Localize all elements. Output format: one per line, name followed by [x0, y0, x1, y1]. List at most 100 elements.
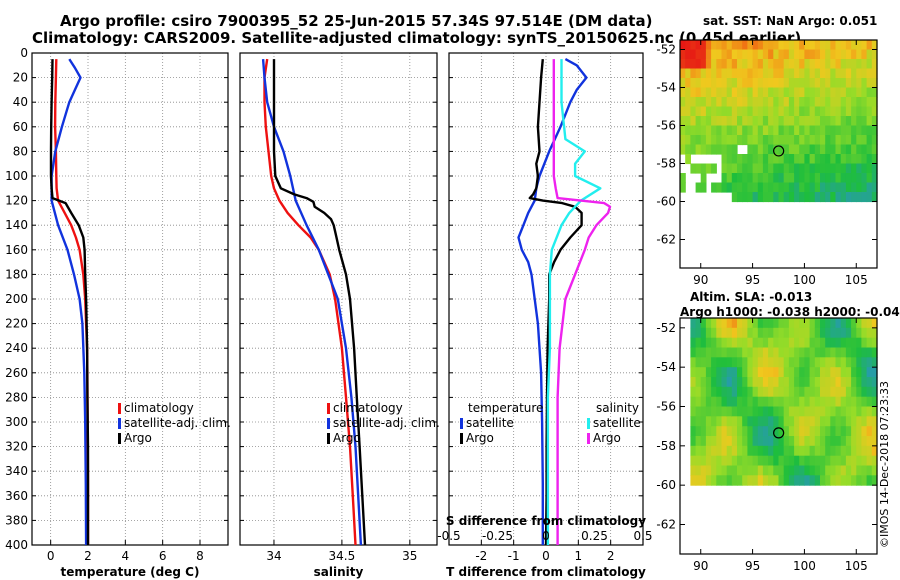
map-cell [711, 68, 717, 79]
map-cell [866, 455, 873, 467]
map-cell [783, 78, 790, 89]
map-cell [856, 135, 863, 146]
map-cell [768, 59, 774, 70]
map-cell [768, 106, 774, 117]
map-cell [871, 192, 878, 203]
legend-swatch [587, 433, 590, 444]
map-cell [711, 357, 717, 368]
map-cell [835, 59, 842, 70]
map-cell [721, 154, 728, 165]
x-axis-label: T difference from climatology [446, 565, 646, 579]
map-cell [830, 327, 837, 339]
map-cell [845, 327, 852, 339]
map-cell [851, 87, 857, 98]
map-cell [820, 154, 826, 165]
map-cell [799, 192, 805, 203]
map-cell [752, 144, 759, 155]
map-cell [721, 337, 728, 349]
map-cell [783, 154, 790, 165]
map-cell [809, 416, 816, 427]
map-cell [799, 173, 805, 184]
map-cell [866, 97, 873, 108]
map-cell [731, 406, 738, 417]
lon-tick-label: 100 [793, 559, 816, 573]
map-cell [840, 78, 847, 89]
map-cell [804, 40, 811, 51]
map-cell [809, 40, 816, 51]
map-cell [690, 386, 697, 398]
lon-tick-label: 105 [845, 273, 868, 287]
map-cell [685, 40, 691, 51]
map-cell [866, 426, 873, 437]
map-cell [742, 116, 748, 127]
map-cell [840, 49, 847, 60]
map-cell [851, 125, 857, 136]
map-cell [783, 406, 790, 417]
map-cell [757, 144, 764, 155]
map-cell [705, 367, 712, 378]
map-cell [814, 68, 821, 79]
map-cell [820, 475, 826, 486]
map-cell [768, 455, 774, 467]
map-cell [711, 416, 717, 427]
map-cell [700, 377, 707, 388]
map-cell [851, 436, 857, 447]
map-cell [685, 106, 691, 117]
map-cell [820, 347, 826, 358]
map-frame [679, 39, 878, 269]
map-cell [840, 445, 847, 457]
map-cell [695, 367, 702, 378]
y-tick-label: 360 [5, 489, 28, 503]
map-cell [716, 59, 723, 70]
map-cell [711, 337, 717, 349]
map-cell [804, 475, 811, 486]
map-cell [809, 144, 816, 155]
map-cell [851, 416, 857, 427]
map-cell [731, 367, 738, 378]
map-cell [742, 445, 748, 457]
tdiff-satellite-line [517, 58, 588, 545]
map-cell [768, 135, 774, 146]
map-cell [768, 327, 774, 339]
map-cell [820, 173, 826, 184]
map-cell [747, 40, 754, 51]
y-tick-label: 120 [5, 194, 28, 208]
map-cell [762, 426, 769, 437]
map-cell [690, 135, 697, 146]
argo-position-marker [773, 145, 785, 157]
map-cell [731, 144, 738, 155]
map-cell [830, 406, 837, 417]
map-cell [788, 357, 795, 368]
map-cell [830, 144, 837, 155]
map-cell [835, 144, 842, 155]
map-cell [747, 87, 754, 98]
map-cell [799, 154, 805, 165]
map-cell [799, 337, 805, 349]
map-cell [861, 318, 868, 329]
map-cell [809, 436, 816, 447]
map-cell [721, 49, 728, 60]
map-cell [814, 416, 821, 427]
altim-map-title-line1: Altim. SLA: -0.013 [690, 290, 813, 304]
map-cell [768, 68, 774, 79]
map-cell [737, 327, 743, 339]
map-cell [721, 106, 728, 117]
map-cell [721, 135, 728, 146]
map-cell [726, 406, 733, 417]
map-cell [788, 154, 795, 165]
map-cell [856, 68, 863, 79]
map-cell [845, 154, 852, 165]
map-cell [845, 182, 852, 193]
legend-label: climatology [124, 401, 194, 415]
map-cell [757, 347, 764, 358]
map-cell [726, 163, 733, 174]
map-cell [871, 475, 878, 486]
map-cell [871, 436, 878, 447]
map-cell [835, 406, 842, 417]
map-cell [809, 78, 816, 89]
map-cell [830, 97, 837, 108]
lon-tick-label: 100 [793, 273, 816, 287]
map-cell [794, 135, 800, 146]
map-cell [747, 367, 754, 378]
y-tick-label: 400 [5, 538, 28, 552]
